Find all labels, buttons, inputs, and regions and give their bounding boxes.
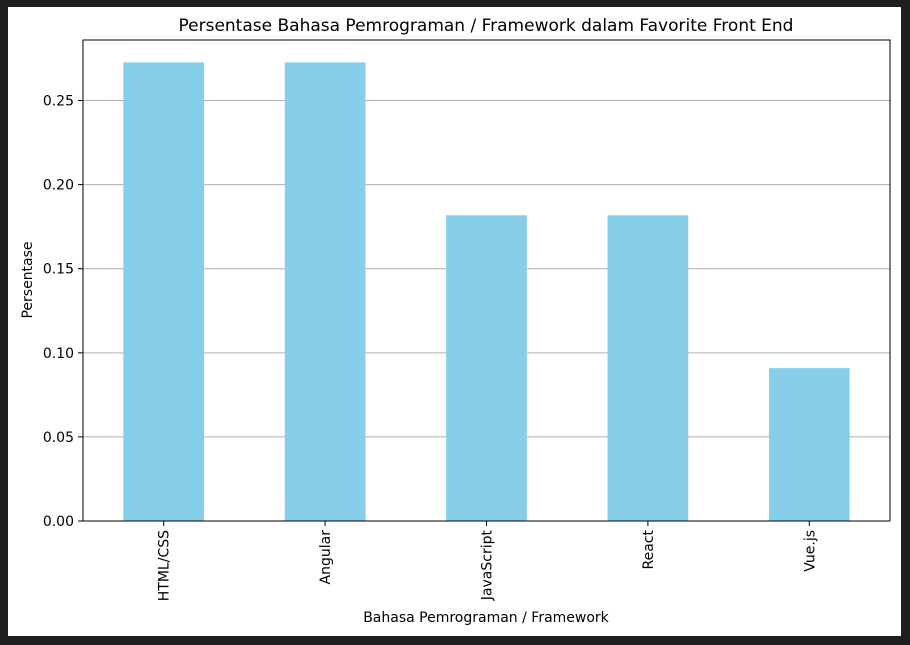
bar xyxy=(446,215,527,521)
bar xyxy=(123,62,205,521)
y-tick-label: 0.05 xyxy=(43,430,74,446)
x-tick-label: JavaScript xyxy=(480,529,496,601)
y-tick-label: 0.15 xyxy=(43,262,74,278)
bars xyxy=(123,62,850,521)
y-tick-label: 0.20 xyxy=(43,178,74,194)
bar xyxy=(284,62,366,521)
x-tick-label: HTML/CSS xyxy=(157,530,173,601)
x-tick-label: React xyxy=(641,529,657,569)
y-tick-label: 0.10 xyxy=(43,346,74,362)
x-axis-label: Bahasa Pemrograman / Framework xyxy=(363,610,609,626)
bar xyxy=(607,215,689,521)
y-tick-label: 0.25 xyxy=(43,94,74,110)
y-axis-ticks: 0.00 0.05 0.10 0.15 0.20 0.25 xyxy=(43,94,83,530)
x-tick-label: Vue.js xyxy=(802,530,818,572)
chart-title: Persentase Bahasa Pemrograman / Framewor… xyxy=(179,16,794,36)
x-axis-ticks: HTML/CSS Angular JavaScript React Vue.js xyxy=(157,521,818,601)
bar xyxy=(768,368,850,521)
chart-figure: Persentase Bahasa Pemrograman / Framewor… xyxy=(8,7,901,636)
x-tick-label: Angular xyxy=(318,530,334,585)
y-tick-label: 0.00 xyxy=(43,514,74,530)
y-axis-label: Persentase xyxy=(20,241,36,318)
bar-chart: Persentase Bahasa Pemrograman / Framewor… xyxy=(20,16,891,626)
